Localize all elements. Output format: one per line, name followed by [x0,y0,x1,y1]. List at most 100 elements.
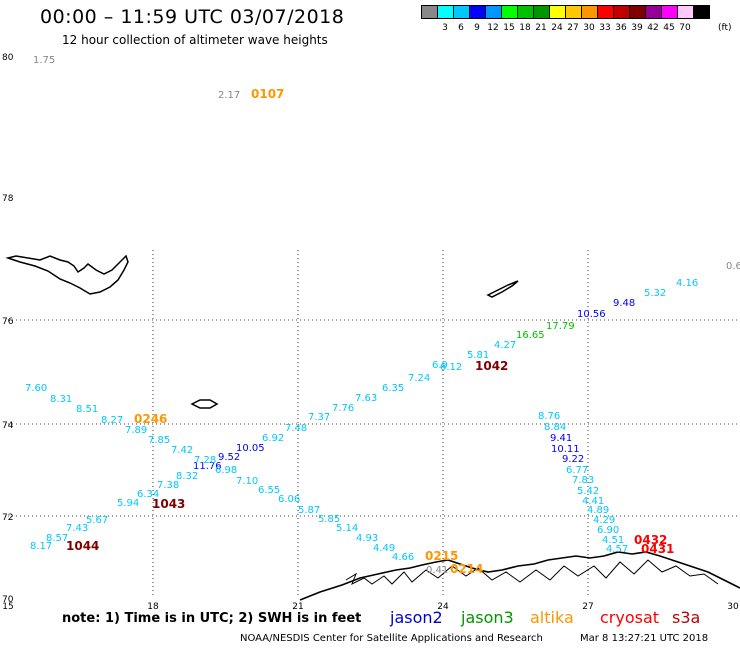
latitude-label: 72 [2,513,13,523]
wave-height-reading: 8.31 [50,394,72,405]
pass-time-label: 0214 [450,562,483,576]
wave-height-reading: 5.67 [86,515,108,526]
wave-height-reading: 5.81 [467,350,489,361]
measurement-labels: 1.752.170.64.165.329.4810.5617.7916.654.… [25,55,740,576]
wave-height-reading: 7.76 [332,403,354,414]
legend-tick-label: 18 [519,23,531,33]
longitude-label: 18 [147,602,159,612]
wave-height-reading: 10.11 [551,444,580,455]
pass-time-label: 0107 [251,87,284,101]
legend-tick-label: 12 [487,23,499,33]
wave-height-reading: 9.52 [218,452,240,463]
wave-height-reading: 4.16 [676,278,698,289]
wave-height-reading: 4.29 [593,515,615,526]
legend-tick-label: 42 [647,23,659,33]
wave-height-reading: 6.9 [432,360,448,371]
wave-height-reading: 7.60 [25,383,47,394]
wave-height-reading: 6.12 [440,362,462,373]
legend-units: (ft) [718,23,732,33]
wave-height-reading: 6.90 [597,525,619,536]
latitude-label: 70 [2,595,14,605]
wave-height-reading: 17.79 [546,321,575,332]
svalbard-coast [5,254,129,295]
legend-tick-label: 30 [583,23,595,33]
latitude-label: 80 [2,53,14,63]
wave-height-reading: 7.38 [157,480,179,491]
coastline [5,254,740,601]
wave-height-reading: 4.89 [587,505,609,516]
wave-height-reading: 4.66 [392,552,414,563]
wave-height-reading: 9.22 [562,454,584,465]
latitude-label: 74 [2,421,14,431]
wave-height-reading: 0.41 [426,565,448,576]
longitude-label: 21 [292,602,303,612]
pass-time-label: 1043 [152,497,185,511]
wave-height-reading: 7.10 [236,476,258,487]
legend-tick-label: 15 [503,23,515,33]
wave-height-reading: 10.56 [577,309,606,320]
wave-height-reading: 4.27 [494,340,516,351]
wave-height-reading: 8.27 [101,415,123,426]
legend-tick-label: 6 [458,23,464,33]
legend-s3a: s3a [672,608,701,627]
wave-height-reading: 5.32 [644,288,666,299]
credit-line: NOAA/NESDIS Center for Satellite Applica… [240,633,543,644]
wave-height-reading: 7.48 [285,423,307,434]
wave-height-reading: 5.94 [117,498,139,509]
legend-jason3: jason3 [461,608,514,627]
note-text: note: 1) Time is in UTC; 2) SWH is in fe… [62,611,362,626]
legend-tick-label: 24 [551,23,563,33]
wave-height-reading: 11.76 [193,461,222,472]
wave-height-reading: 4.41 [582,496,604,507]
legend-tick-label: 21 [535,23,547,33]
wave-height-reading: 6.98 [215,465,237,476]
wave-height-reading: 4.51 [602,535,624,546]
wave-height-reading: 6.77 [566,465,588,476]
wave-height-reading: 7.43 [66,523,88,534]
longitude-label: 30 [727,602,739,612]
legend-tick-label: 36 [615,23,627,33]
legend-altika: altika [530,608,574,627]
wave-height-reading: 7.63 [355,393,377,404]
wave-height-reading: 10.05 [236,443,265,454]
pass-time-label: 1044 [66,539,99,553]
page-title: 00:00 – 11:59 UTC 03/07/2018 [40,6,345,28]
wave-height-reading: 8.76 [538,411,560,422]
wave-height-reading: 6.34 [137,489,159,500]
wave-height-reading: 1.75 [33,55,55,66]
wave-height-reading: 5.14 [336,523,358,534]
wave-height-reading: 8.84 [544,422,566,433]
wave-height-reading: 8.57 [46,533,68,544]
wave-height-reading: 7.28 [194,455,216,466]
legend-tick-label: 3 [442,23,448,33]
pass-time-label: 0432 [634,533,667,547]
wave-height-reading: 0.6 [726,261,740,272]
wave-height-reading: 7.24 [408,373,430,384]
norway-coast [299,551,740,601]
legend-tick-label: 39 [631,23,643,33]
hopen-island [486,280,519,298]
wave-height-reading: 9.41 [550,433,572,444]
pass-time-label: 0215 [425,549,458,563]
legend-tick-label: 27 [567,23,579,33]
wave-height-reading: 16.65 [516,330,545,341]
wave-height-reading: 5.42 [577,486,599,497]
longitude-label: 24 [437,602,449,612]
longitude-label: 15 [2,602,13,612]
wave-height-reading: 7.37 [308,412,330,423]
legend-cryosat: cryosat [600,608,660,627]
legend-jason2: jason2 [390,608,443,627]
wave-height-reading: 6.35 [382,383,404,394]
wave-height-reading: 6.55 [258,485,280,496]
legend-tick-label: 45 [663,23,675,33]
wave-height-reading: 7.89 [125,425,147,436]
wave-height-reading: 2.17 [218,90,240,101]
norway-fjords [345,559,719,586]
pass-time-label: 1042 [475,359,508,373]
latitude-label: 76 [2,317,14,327]
wave-height-reading: 8.17 [30,541,52,552]
wave-height-reading: 6.06 [278,494,300,505]
wave-height-reading: 5.85 [318,514,340,525]
wave-height-reading: 8.51 [76,404,98,415]
